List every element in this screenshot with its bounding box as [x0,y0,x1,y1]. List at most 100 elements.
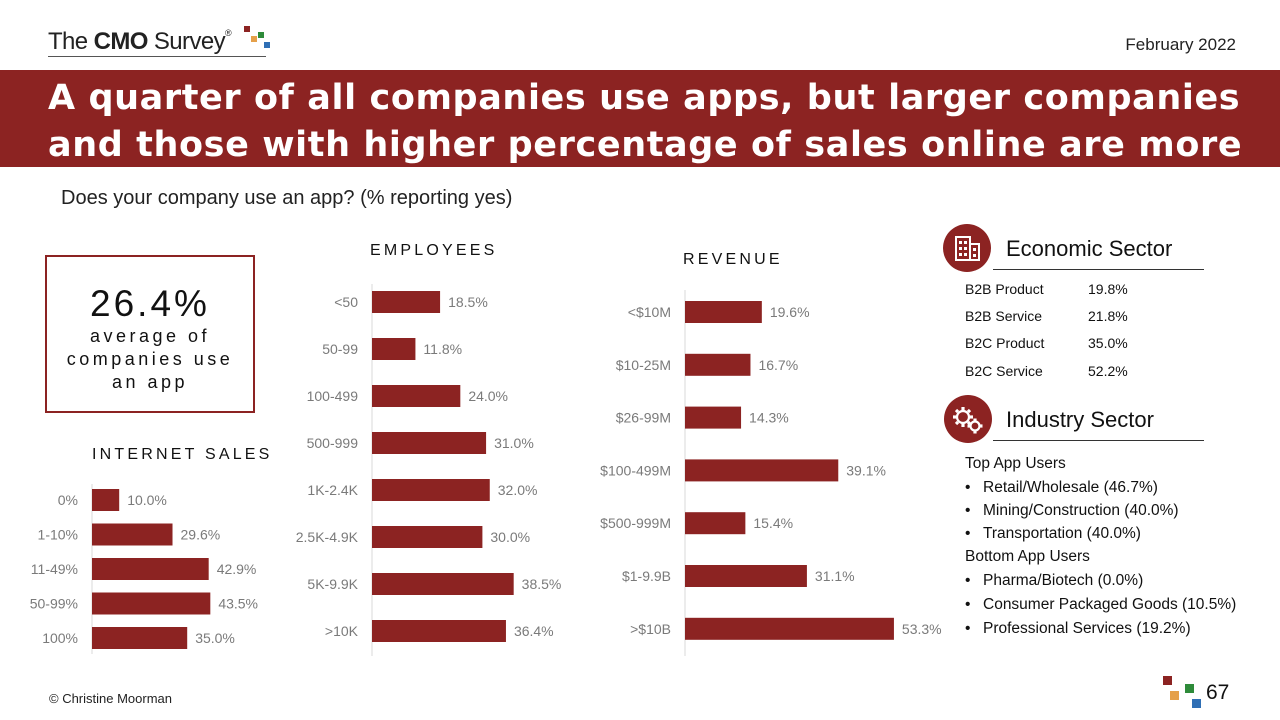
data-label: 39.1% [846,462,886,478]
page-number: 67 [1206,681,1230,704]
data-label: 10.0% [127,492,167,508]
category-label: 5K-9.9K [307,576,358,592]
revenue-chart: <$10M 19.6% $10-25M 16.7% $26-99M 14.3% $100-4… [600,290,942,656]
bar [372,573,514,595]
category-label: 11-49% [31,561,78,577]
footer-square-orange [1170,691,1179,700]
building-icon [943,224,991,272]
data-label: 31.1% [815,568,855,584]
data-label: 30.0% [490,529,530,545]
category-label: $1-9.9B [622,568,671,584]
bar [685,301,762,323]
industry-sector-heading: Industry Sector [1006,407,1154,432]
bar [92,523,173,546]
economic-row-label: B2B Product [965,281,1044,297]
economic-sector-heading: Economic Sector [1006,236,1173,261]
bar [372,385,461,407]
logo-square-red [244,26,250,32]
economic-row-value: 35.0% [1088,335,1128,351]
cmo-survey-logo: The CMO Survey® [48,26,270,58]
economic-row-label: B2C Service [965,363,1043,379]
bar [372,479,490,501]
bar [372,620,506,642]
data-label: 24.0% [468,388,508,404]
category-label: 1K-2.4K [307,482,358,498]
report-date: February 2022 [1125,35,1236,54]
economic-row-label: B2C Product [965,335,1045,351]
data-label: 38.5% [522,576,562,592]
bar [92,489,120,511]
category-label: 2.5K-4.9K [296,529,359,545]
data-label: 35.0% [195,630,235,646]
bar [685,353,751,376]
data-label: 14.3% [749,410,789,426]
footer-square-green [1185,684,1194,693]
category-label: <$10M [628,304,671,320]
data-label: 43.5% [218,596,258,612]
employees-title: EMPLOYEES [370,242,498,259]
data-label: 29.6% [181,527,221,543]
bar [92,558,209,580]
bar [685,512,746,535]
kpi-label: average of companies use an app [66,326,234,392]
logo-square-orange [251,36,257,42]
survey-question: Does your company use an app? (% reporti… [61,187,513,209]
category-label: 100-499 [307,388,359,404]
bar [92,627,188,649]
category-label: 0% [58,492,78,508]
title-banner: A quarter of all companies use apps, but… [0,70,1280,212]
economic-row-label: B2B Service [965,308,1043,324]
bar [372,526,483,548]
logo-square-green [258,32,264,38]
kpi-box: 26.4% average of companies use an app [45,255,255,413]
data-label: 16.7% [758,357,798,373]
category-label: $26-99M [616,410,671,426]
logo-square-blue [264,42,270,48]
data-label: 32.0% [498,482,538,498]
industry-sector-rule [993,440,1204,441]
category-label: 50-99% [30,596,78,612]
category-label: 100% [42,630,78,646]
bar [92,592,211,615]
page-title: A quarter of all companies use apps, but… [48,78,1243,212]
footer-square-red [1163,676,1172,685]
economic-row-value: 19.8% [1088,281,1128,297]
bar [685,565,807,587]
category-label: 500-999 [307,435,359,451]
data-label: 19.6% [770,304,810,320]
economic-row-value: 52.2% [1088,363,1128,379]
bar [685,617,894,640]
bar [685,406,742,429]
logo-underline [48,56,266,57]
data-label: 11.8% [423,341,462,357]
category-label: 1-10% [38,527,78,543]
data-label: 18.5% [448,294,488,310]
employees-chart: <50 18.5% 50-99 11.8% 100-499 24.0% 500-999 31.… [296,284,562,656]
bar [372,338,416,360]
category-label: $500-999M [600,515,671,531]
top-users-label: Top App Users [965,455,1066,472]
data-label: 36.4% [514,623,554,639]
internet-sales-title: INTERNET SALES [92,446,273,463]
bottom-users-label: Bottom App Users [965,548,1090,565]
category-label: >10K [325,623,359,639]
gears-icon [944,395,992,443]
bar [685,459,839,482]
data-label: 53.3% [902,621,942,637]
category-label: $10-25M [616,357,671,373]
kpi-value: 26.4% [90,283,210,324]
bar [372,291,441,313]
category-label: <50 [334,294,358,310]
data-label: 15.4% [753,515,793,531]
footer-square-blue [1192,699,1201,708]
data-label: 42.9% [217,561,257,577]
category-label: $100-499M [600,462,671,478]
logo-text: The CMO Survey® [48,28,232,55]
bar [372,432,487,454]
economic-row-value: 21.8% [1088,308,1128,324]
copyright: © Christine Moorman [49,691,173,706]
data-label: 31.0% [494,435,534,451]
internet-sales-chart: 0% 10.0% 1-10% 29.6% 11-49% 42.9% 50-99% 43.5% 1… [30,484,258,654]
category-label: 50-99 [322,341,358,357]
